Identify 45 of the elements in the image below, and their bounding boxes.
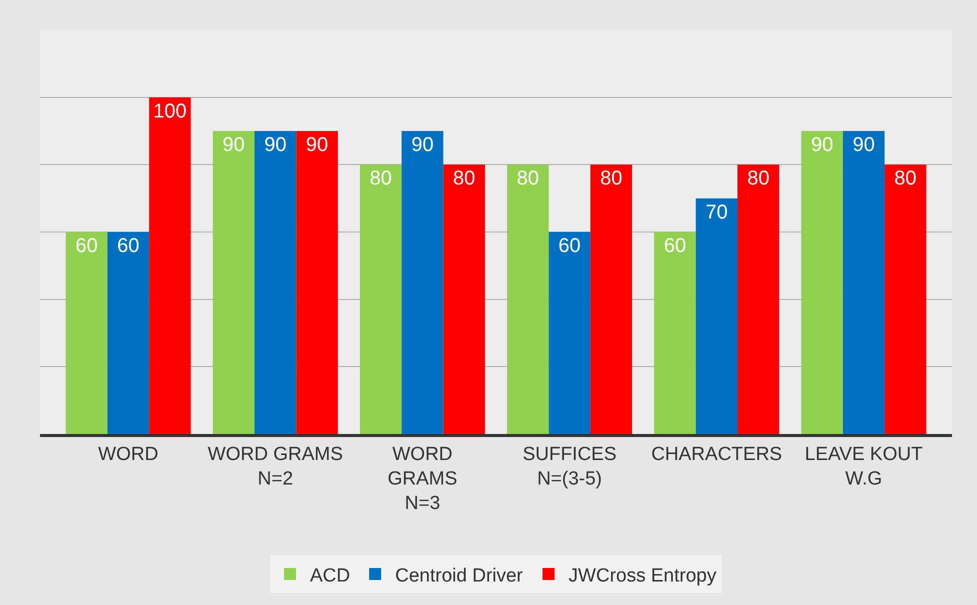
- data-label: 90: [411, 134, 434, 156]
- data-label: 70: [706, 201, 728, 224]
- bar: [443, 164, 485, 434]
- data-label: 80: [453, 168, 476, 190]
- data-label: 90: [306, 134, 328, 156]
- bar: [548, 232, 590, 434]
- data-label: 80: [370, 168, 392, 190]
- bar: [842, 131, 885, 434]
- data-label: 60: [558, 235, 581, 257]
- legend-label: ACD: [310, 565, 350, 586]
- x-tick-label: LEAVE KOUT W.G: [804, 444, 924, 490]
- bar: [696, 198, 738, 434]
- bar: [590, 164, 632, 434]
- bar: [149, 97, 191, 434]
- legend-label: JWCross Entropy: [568, 565, 717, 586]
- bar: [360, 164, 402, 434]
- x-tick-label: WORD GRAMS N=3: [388, 444, 458, 514]
- x-tick-label: CHARACTERS: [651, 444, 782, 465]
- data-label: 90: [852, 134, 875, 156]
- data-label: 80: [747, 168, 770, 190]
- data-label: 90: [264, 134, 286, 156]
- data-label: 60: [75, 235, 98, 257]
- bar: [801, 131, 843, 434]
- data-label: 80: [600, 168, 622, 190]
- bar: [254, 131, 296, 434]
- bar: [212, 131, 255, 434]
- bar: [884, 164, 926, 434]
- data-label: 60: [117, 235, 140, 257]
- data-label: 80: [516, 168, 539, 190]
- bar: [654, 232, 696, 434]
- x-tick-label: WORD GRAMS N=2: [208, 444, 343, 490]
- data-label: 60: [664, 235, 686, 257]
- bar: [402, 131, 444, 434]
- bar: [296, 131, 338, 434]
- data-label: 100: [153, 100, 187, 122]
- x-tick-label: WORD: [98, 444, 158, 465]
- data-label: 90: [222, 134, 245, 156]
- bar: [107, 232, 150, 434]
- bar: [737, 164, 780, 434]
- data-label: 90: [810, 134, 834, 156]
- x-tick-label: SUFFICES N=(3-5): [522, 444, 617, 490]
- legend-label: Centroid Driver: [395, 565, 524, 586]
- bar: [507, 164, 549, 434]
- bar: [66, 232, 108, 434]
- data-label: 80: [894, 168, 917, 190]
